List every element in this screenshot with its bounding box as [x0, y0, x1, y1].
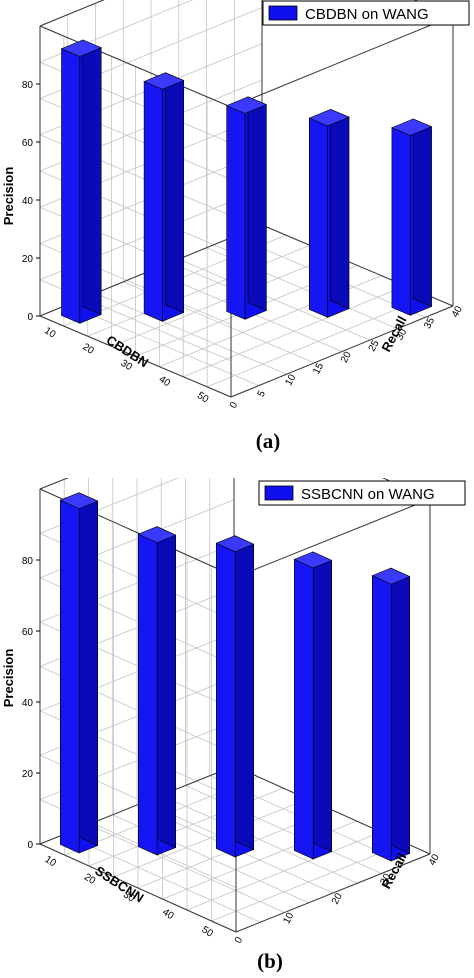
- x-tick-label: 50: [195, 390, 211, 406]
- legend-swatch: [268, 5, 298, 21]
- frame-edge: [235, 498, 431, 578]
- y-tick-label: 80: [22, 80, 34, 91]
- z-tick-label: 40: [450, 304, 465, 319]
- grid-line: [186, 831, 382, 911]
- z-tick-label: 40: [427, 852, 442, 867]
- x-tick-label: 20: [80, 342, 96, 358]
- y-tick-label: 40: [22, 196, 34, 207]
- y-tick-label: 20: [22, 769, 34, 780]
- bar: [59, 492, 99, 854]
- x-axis-label: SSBCNN: [92, 863, 146, 905]
- z-tick-label: 20: [330, 891, 345, 906]
- y-tick-label: 80: [22, 556, 34, 567]
- grid-line: [178, 258, 370, 341]
- x-tick-label: 40: [160, 907, 176, 923]
- z-tick-label: 0: [228, 400, 241, 410]
- x-tick-label: 10: [42, 325, 58, 341]
- z-tick-label: 20: [339, 350, 354, 365]
- x-tick-label: 50: [199, 924, 215, 940]
- bar: [60, 39, 102, 324]
- chart-panel-a: 0 20 40 60 80 10 20 30 40 50 0 5 10 15 20 25 30 35 40 Preci…: [0, 0, 474, 470]
- legend-swatch: [264, 485, 294, 501]
- y-tick-label: 60: [22, 138, 34, 149]
- legend-box: [262, 0, 470, 26]
- grid-line: [161, 794, 358, 884]
- frame-edge: [39, 25, 232, 108]
- chart-panel-b: 0 20 40 60 80 10 20 30 40 50 0 10 20 30 40 Precision SSB…: [0, 478, 474, 978]
- grid-line: [183, 285, 406, 378]
- z-tick-label: 30: [378, 872, 393, 887]
- y-tick-label: 60: [22, 627, 34, 638]
- panel-caption-a: (a): [256, 429, 281, 453]
- frame-edge: [39, 843, 237, 933]
- z-tick-label: 15: [311, 361, 326, 376]
- y-axis-label: Precision: [1, 649, 16, 708]
- legend-label: CBDBN on WANG: [305, 6, 429, 23]
- bar: [137, 526, 177, 856]
- y-tick-label: 0: [27, 312, 33, 323]
- z-tick-label: 35: [422, 315, 437, 330]
- frame-edge: [230, 305, 454, 398]
- z-tick-label: 5: [256, 389, 269, 399]
- legend-label: SSBCNN on WANG: [301, 486, 435, 503]
- z-tick-label: 25: [367, 338, 382, 353]
- bar: [371, 567, 411, 862]
- panel-caption-b: (b): [257, 949, 283, 973]
- bar: [293, 551, 333, 860]
- frame-edge: [39, 315, 232, 398]
- bar: [391, 118, 433, 316]
- bar: [308, 108, 350, 318]
- y-tick-label: 20: [22, 254, 34, 265]
- y-axis-label: Precision: [1, 167, 16, 226]
- frame-edge: [39, 0, 105, 27]
- bar: [225, 96, 268, 320]
- z-tick-label: 10: [283, 372, 298, 387]
- y-tick-label: 0: [27, 840, 33, 851]
- y-tick-label: 40: [22, 698, 34, 709]
- grid-line: [206, 295, 430, 388]
- bar: [143, 72, 185, 322]
- frame-edge: [235, 853, 431, 933]
- x-tick-label: 10: [43, 854, 59, 870]
- z-tick-label: 0: [233, 935, 246, 945]
- z-tick-label: 30: [394, 327, 409, 342]
- grid-line: [211, 842, 406, 922]
- x-tick-label: 40: [157, 374, 173, 390]
- chart-b-svg: 0204060801020304050010203040PrecisionSSB…: [1, 478, 466, 973]
- frame-edge: [230, 15, 454, 108]
- z-tick-label: 10: [281, 911, 296, 926]
- bar: [215, 535, 255, 858]
